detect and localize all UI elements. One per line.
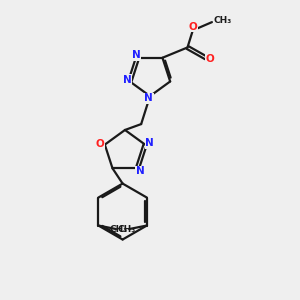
- Text: N: N: [146, 138, 154, 148]
- Text: N: N: [122, 75, 131, 85]
- Text: O: O: [188, 22, 197, 32]
- Text: CH₃: CH₃: [118, 225, 136, 234]
- Text: CH₃: CH₃: [109, 225, 128, 234]
- Text: N: N: [132, 50, 140, 60]
- Text: N: N: [144, 94, 153, 103]
- Text: O: O: [206, 54, 214, 64]
- Text: N: N: [136, 166, 145, 176]
- Text: O: O: [96, 139, 104, 149]
- Text: CH₃: CH₃: [214, 16, 232, 26]
